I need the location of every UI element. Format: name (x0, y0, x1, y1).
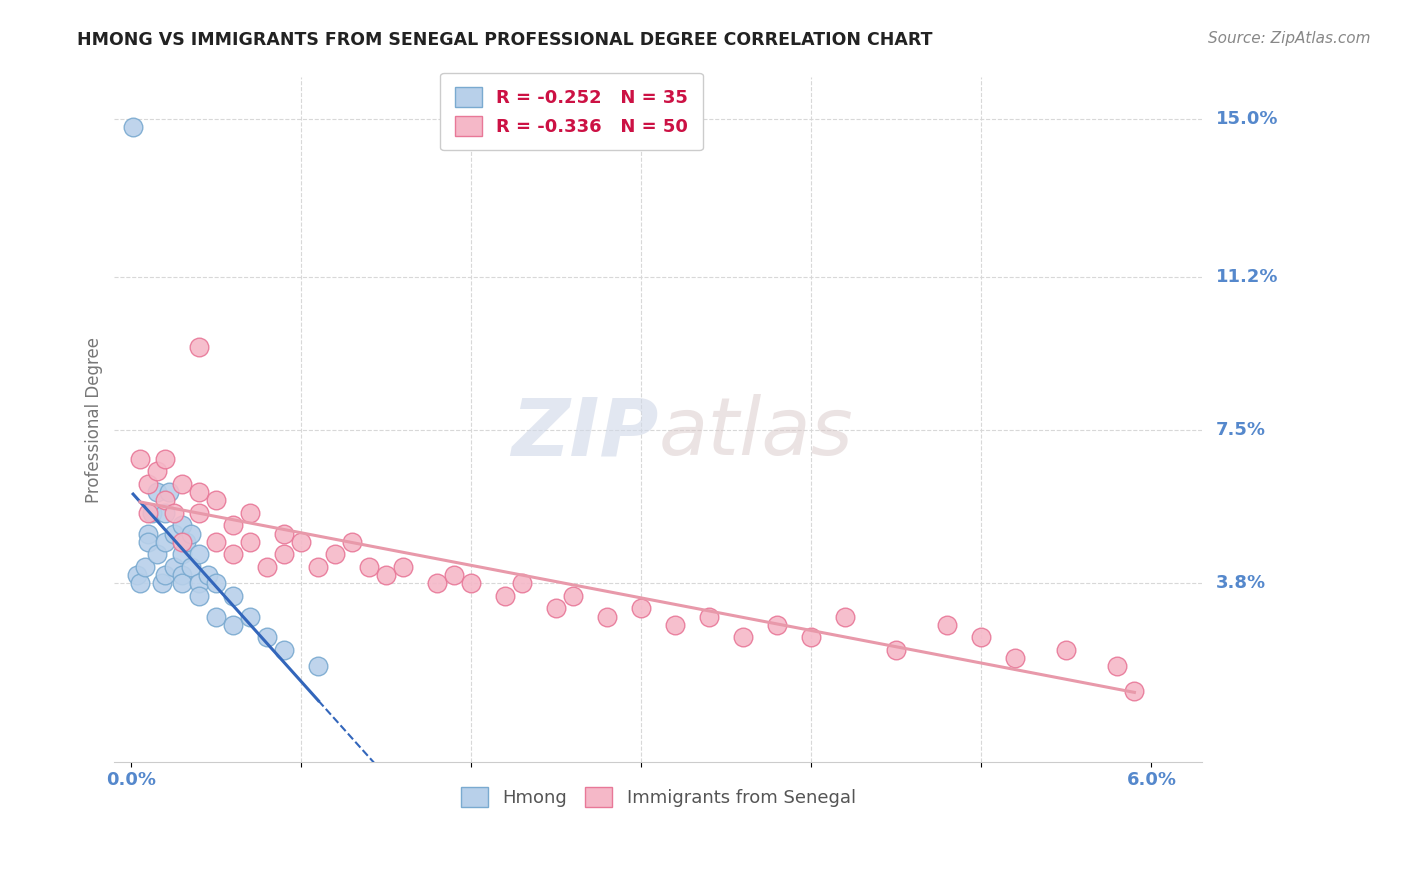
Point (134, 559, 156, 574)
Point (172, 548, 194, 562)
Point (273, 526, 295, 541)
Point (146, 485, 169, 500)
Point (512, 576, 534, 591)
Point (1004, 651, 1026, 665)
Point (375, 568, 398, 582)
Point (460, 576, 482, 591)
Point (129, 576, 152, 591)
Point (222, 548, 245, 562)
Point (150, 576, 173, 591)
Point (172, 576, 194, 591)
Point (256, 631, 278, 645)
Point (733, 631, 755, 645)
Point (180, 526, 202, 541)
Point (163, 506, 186, 520)
Point (172, 568, 194, 582)
Point (886, 642, 908, 657)
Point (222, 618, 245, 632)
Point (1107, 659, 1129, 673)
Point (443, 568, 465, 582)
Point (307, 559, 329, 574)
Point (1123, 684, 1146, 698)
Point (155, 452, 177, 467)
Text: atlas: atlas (658, 394, 853, 472)
Point (970, 631, 993, 645)
Point (172, 476, 194, 491)
Text: 15.0%: 15.0% (1216, 110, 1278, 128)
Point (325, 548, 347, 562)
Point (546, 601, 568, 615)
Point (138, 535, 160, 549)
Point (172, 535, 194, 549)
Point (562, 589, 585, 603)
Point (359, 559, 381, 574)
Point (205, 535, 228, 549)
Point (141, 506, 163, 520)
Point (273, 548, 295, 562)
Point (205, 493, 228, 508)
Point (630, 601, 652, 615)
Point (163, 526, 186, 541)
Point (290, 535, 312, 549)
Point (664, 618, 686, 632)
Point (188, 589, 211, 603)
Text: HMONG VS IMMIGRANTS FROM SENEGAL PROFESSIONAL DEGREE CORRELATION CHART: HMONG VS IMMIGRANTS FROM SENEGAL PROFESS… (77, 31, 932, 49)
Point (239, 535, 262, 549)
Text: 11.2%: 11.2% (1216, 268, 1278, 285)
Point (222, 518, 245, 533)
Point (138, 506, 160, 520)
Point (205, 609, 228, 624)
Point (138, 526, 160, 541)
Point (205, 576, 228, 591)
Point (596, 609, 619, 624)
Point (163, 559, 186, 574)
Point (273, 642, 295, 657)
Point (239, 506, 262, 520)
Y-axis label: Professional Degree: Professional Degree (86, 336, 103, 502)
Point (197, 568, 219, 582)
Point (146, 548, 169, 562)
Text: Source: ZipAtlas.com: Source: ZipAtlas.com (1208, 31, 1371, 46)
Point (155, 535, 177, 549)
Point (222, 589, 245, 603)
Point (174, 535, 197, 549)
Point (239, 609, 262, 624)
Point (834, 609, 856, 624)
Text: ZIP: ZIP (510, 394, 658, 472)
Point (699, 609, 721, 624)
Text: 7.5%: 7.5% (1216, 421, 1265, 439)
Point (342, 535, 364, 549)
Point (146, 465, 169, 479)
Point (800, 631, 823, 645)
Point (129, 452, 152, 467)
Point (155, 568, 177, 582)
Point (138, 476, 160, 491)
Legend: Hmong, Immigrants from Senegal: Hmong, Immigrants from Senegal (454, 780, 863, 814)
Point (188, 506, 211, 520)
Point (392, 559, 415, 574)
Point (155, 493, 177, 508)
Point (188, 548, 211, 562)
Point (172, 518, 194, 533)
Point (122, 120, 145, 135)
Point (157, 485, 180, 500)
Point (766, 618, 789, 632)
Point (125, 568, 148, 582)
Point (936, 618, 959, 632)
Point (426, 576, 449, 591)
Text: 3.8%: 3.8% (1216, 574, 1267, 592)
Point (155, 506, 177, 520)
Point (307, 659, 329, 673)
Point (188, 340, 211, 354)
Point (1054, 642, 1077, 657)
Point (256, 559, 278, 574)
Point (188, 576, 211, 591)
Point (188, 485, 211, 500)
Point (494, 589, 516, 603)
Point (180, 559, 202, 574)
